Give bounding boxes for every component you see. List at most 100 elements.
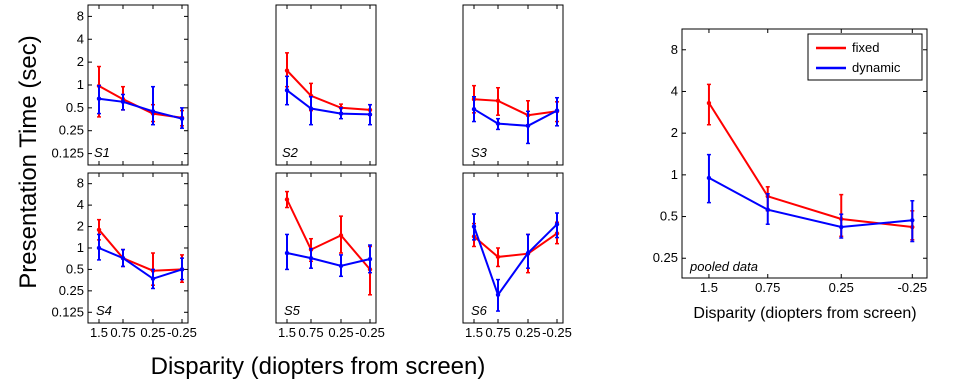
x-axis-label: Disparity (diopters from screen) [151, 353, 486, 380]
series-dynamic [284, 233, 373, 278]
y-tick-label: 0.5 [660, 209, 678, 224]
data-point [179, 116, 185, 121]
y-tick-label: 0.125 [51, 304, 84, 319]
data-point [150, 109, 156, 114]
data-point [308, 106, 314, 111]
legend-entry: fixed [852, 40, 879, 55]
legend-box [807, 33, 923, 81]
y-tick-label: 0.5 [66, 261, 84, 276]
series-dynamic [471, 212, 560, 312]
series-dynamic [96, 84, 185, 129]
data-point [338, 111, 344, 116]
series-line [708, 102, 913, 228]
series-line [473, 232, 558, 258]
y-tick-label: 4 [77, 31, 84, 46]
series-line [98, 97, 183, 120]
data-point [471, 224, 477, 229]
data-point [706, 175, 712, 181]
legend: fixed dynamic [807, 33, 923, 81]
data-point [554, 222, 560, 227]
x-tick-label: 0.75 [110, 325, 135, 340]
y-tick-label: 0.125 [51, 146, 84, 161]
panel-frame [275, 172, 377, 324]
y-tick-label: 0.25 [653, 250, 678, 265]
series-line [473, 108, 558, 127]
series-dynamic [471, 95, 560, 145]
y-tick-label: 0.5 [66, 100, 84, 115]
pooled-x-axis-label: Disparity (diopters from screen) [693, 305, 916, 322]
chart-panel-6: 1.5 0.75 0.25 -0.25 S6 [462, 172, 572, 340]
x-tick-label: 0.25 [140, 325, 165, 340]
chart-panel-1: 8 4 2 1 0.5 0.25 0.125 S1 [51, 4, 189, 166]
series-line [473, 98, 558, 117]
x-tick-label: -0.25 [167, 325, 197, 340]
y-tick-label: 8 [671, 42, 678, 57]
y-tick-label: 1 [77, 240, 84, 255]
data-point [706, 100, 712, 106]
data-point [179, 267, 185, 272]
panel-label: S1 [94, 145, 110, 160]
series-dynamic [284, 75, 373, 126]
x-tick-label: 0.75 [755, 280, 780, 295]
chart-panel-5: 1.5 0.75 0.25 -0.25 S5 [275, 172, 385, 340]
y-tick-label: 0.25 [59, 283, 84, 298]
x-tick-label: 0.25 [328, 325, 353, 340]
chart-panel-2: S2 [275, 4, 377, 166]
data-point [471, 106, 477, 112]
panels-group: 8 4 2 1 0.5 0.25 0.125 S1 S2 S3 8 4 2 1 0.5 0.25 0.125 1.… [51, 4, 928, 340]
data-point [150, 276, 156, 281]
data-point [284, 68, 290, 73]
data-point [338, 263, 344, 269]
series-line [98, 247, 183, 280]
x-tick-label: 1.5 [700, 280, 718, 295]
chart-panel-3: S3 [462, 4, 564, 166]
series-line [286, 69, 371, 111]
series-line [473, 223, 558, 297]
x-tick-label: -0.25 [542, 325, 572, 340]
data-point [120, 99, 126, 105]
x-tick-label: 1.5 [465, 325, 483, 340]
y-tick-label: 2 [77, 54, 84, 69]
series-fixed [471, 84, 560, 126]
x-tick-label: 0.75 [485, 325, 510, 340]
data-point [96, 227, 102, 233]
y-tick-label: 0.25 [59, 123, 84, 138]
data-point [284, 250, 290, 256]
series-line [98, 85, 183, 119]
y-tick-label: 2 [671, 125, 678, 140]
series-fixed [284, 52, 373, 116]
chart-panel-7: 8 4 2 1 0.5 0.25 1.5 0.75 0.25 -0.25 pooled data fi… [653, 28, 928, 295]
y-tick-label: 1 [77, 77, 84, 92]
panel-frame [275, 4, 377, 166]
data-point [495, 254, 501, 260]
series-line [708, 177, 913, 229]
data-point [765, 207, 770, 212]
series-line [98, 229, 183, 272]
data-point [308, 255, 314, 261]
panel-frame [462, 4, 564, 166]
panel-label: S4 [96, 303, 112, 318]
panel-label: S3 [471, 145, 488, 160]
series-fixed [471, 221, 560, 274]
series-dynamic [96, 233, 185, 290]
data-point [525, 250, 531, 256]
data-point [284, 88, 290, 93]
data-point [554, 108, 560, 113]
panel-label: pooled data [689, 259, 758, 274]
series-dynamic [706, 153, 915, 243]
data-point [910, 218, 915, 223]
panel-label: S5 [284, 303, 301, 318]
x-tick-label: 0.25 [829, 280, 854, 295]
data-point [367, 112, 373, 117]
legend-entry: dynamic [852, 60, 901, 75]
x-tick-label: -0.25 [355, 325, 385, 340]
panel-label: S2 [282, 145, 299, 160]
y-tick-label: 1 [671, 167, 678, 182]
panel-label: S6 [471, 303, 488, 318]
data-point [839, 224, 844, 230]
panel-frame [462, 172, 564, 324]
y-axis-label: Presentation Time (sec) [15, 35, 42, 288]
y-tick-label: 8 [77, 176, 84, 191]
series-fixed [284, 190, 373, 296]
x-tick-label: -0.25 [897, 280, 927, 295]
